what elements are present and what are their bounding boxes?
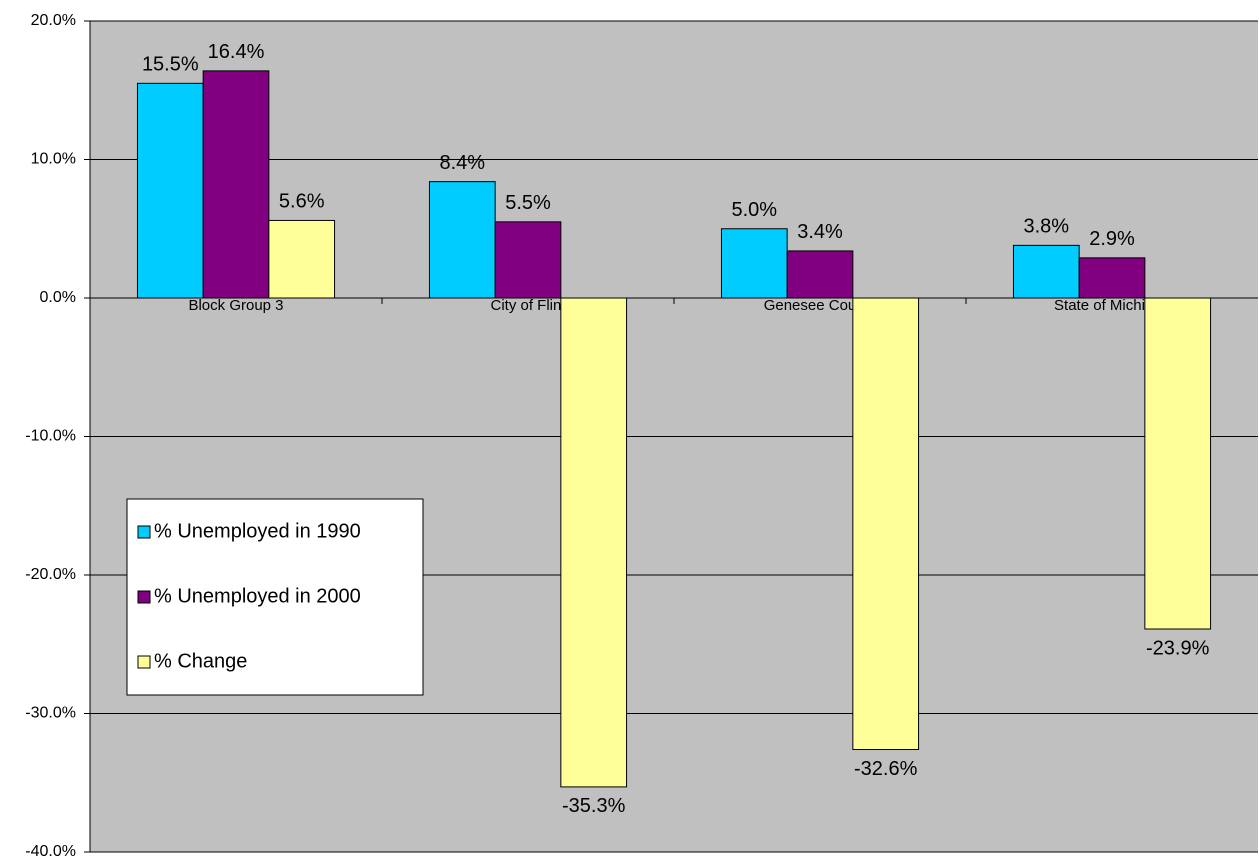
legend-swatch [137,590,151,604]
data-label: 15.5% [142,54,199,76]
bar [720,228,788,299]
bar [268,219,336,299]
legend-label: % Unemployed in 2000 [154,585,361,607]
x-tick-label: Genesee County [764,297,877,314]
bar [428,181,496,299]
x-tick-label: State of Michigan [1054,297,1170,314]
legend-box [126,498,424,696]
legend-label: % Change [154,650,247,672]
bar [786,250,854,299]
bar [1078,257,1146,299]
data-label: 3.8% [1024,216,1070,238]
bar [560,297,628,788]
bar [1144,297,1212,630]
bar [1012,244,1080,299]
y-tick-label: 10.0% [31,151,76,168]
y-tick-label: -30.0% [25,705,76,722]
bar [136,82,204,299]
bar [494,221,562,299]
data-label: -23.9% [1146,637,1210,659]
data-label: -35.3% [562,795,626,817]
bar [202,70,270,299]
y-tick-label: -20.0% [25,566,76,583]
data-label: 5.0% [732,199,778,221]
data-label: -32.6% [854,758,918,780]
y-tick-label: -40.0% [25,843,76,860]
y-tick-label: 0.0% [40,289,76,306]
data-label: 16.4% [208,41,265,63]
x-tick-label: City of Flint [490,297,566,314]
data-label: 5.6% [279,191,325,213]
y-tick-label: 20.0% [31,12,76,29]
y-tick-label: -10.0% [25,428,76,445]
legend-swatch [137,525,151,539]
x-tick-label: Block Group 3 [188,297,283,314]
bar [852,297,920,751]
legend-label: % Unemployed in 1990 [154,520,361,542]
data-label: 8.4% [440,152,486,174]
data-label: 5.5% [505,192,551,214]
legend-swatch [137,655,151,669]
data-label: 2.9% [1089,228,1135,250]
data-label: 3.4% [797,221,843,243]
